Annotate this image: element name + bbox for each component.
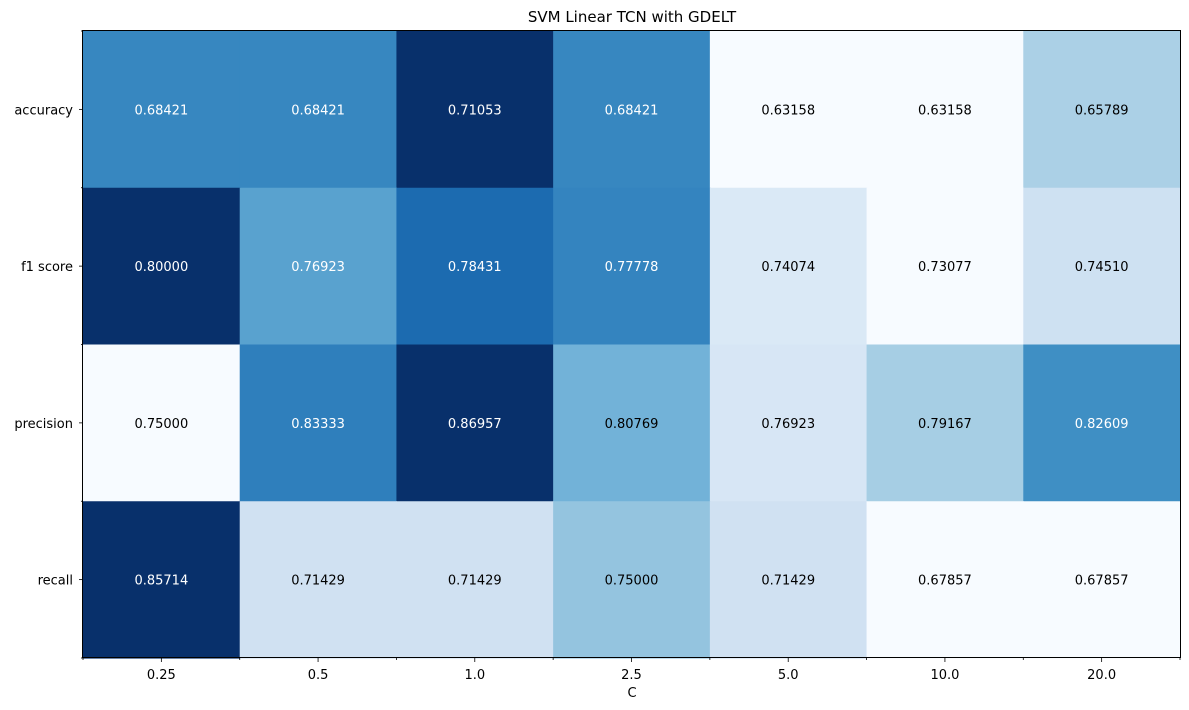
x-tick-label: 20.0 <box>1087 668 1116 683</box>
y-tick-label: f1 score <box>21 260 73 275</box>
heatmap-cell <box>709 31 868 189</box>
heatmap-cell <box>1023 501 1181 659</box>
cell-value-label: 0.67857 <box>1075 574 1129 589</box>
y-axis: accuracy f1 score precision recall <box>14 30 83 659</box>
chart-title: SVM Linear TCN with GDELT <box>528 8 737 26</box>
heatmap-cell <box>239 187 398 346</box>
heatmap-cell <box>866 187 1024 346</box>
heatmap-cell <box>83 31 241 189</box>
plot-frame <box>82 30 1181 658</box>
heatmap-cell <box>239 344 398 502</box>
heatmap-cell <box>239 501 398 659</box>
heatmap-cell <box>396 501 554 659</box>
cell-value-label: 0.85714 <box>134 574 188 589</box>
heatmap-cell <box>709 187 868 346</box>
cell-value-label: 0.65789 <box>1075 103 1129 118</box>
heatmap-cell <box>553 501 711 659</box>
cell-value-label: 0.76923 <box>291 260 345 275</box>
heatmap-cell <box>396 31 554 189</box>
heatmap-cell <box>1023 344 1181 502</box>
cell-value-label: 0.75000 <box>134 417 188 432</box>
heatmap-cell <box>866 501 1024 659</box>
cell-value-label: 0.71429 <box>448 574 502 589</box>
cell-value-label: 0.68421 <box>605 103 659 118</box>
x-tick-label: 1.0 <box>464 668 485 683</box>
cell-value-label: 0.80769 <box>605 417 659 432</box>
cell-value-label: 0.78431 <box>448 260 502 275</box>
heatmap-cell <box>553 344 711 502</box>
cell-value-label: 0.67857 <box>918 574 972 589</box>
cell-value-label: 0.63158 <box>761 103 815 118</box>
x-tick-label: 5.0 <box>778 668 799 683</box>
cell-value-label: 0.63158 <box>918 103 972 118</box>
cell-value-label: 0.71053 <box>448 103 502 118</box>
heatmap-cell <box>866 344 1024 502</box>
cell-value-label: 0.68421 <box>134 103 188 118</box>
heatmap-cell <box>396 344 554 502</box>
heatmap-cell <box>83 344 241 502</box>
cell-value-label: 0.76923 <box>761 417 815 432</box>
cell-value-label: 0.82609 <box>1075 417 1129 432</box>
cell-value-label: 0.73077 <box>918 260 972 275</box>
cell-value-label: 0.80000 <box>134 260 188 275</box>
x-axis: 0.25 0.5 1.0 2.5 5.0 10.0 20.0 <box>82 658 1181 683</box>
cell-value-label: 0.83333 <box>291 417 345 432</box>
cell-value-label: 0.74510 <box>1075 260 1129 275</box>
heatmap-cell <box>553 31 711 189</box>
heatmap-cell <box>239 31 398 189</box>
heatmap-cells <box>83 31 1181 659</box>
heatmap-cell <box>709 344 868 502</box>
heatmap-cell <box>1023 187 1181 346</box>
heatmap-cell <box>709 501 868 659</box>
heatmap-cell <box>1023 31 1181 189</box>
x-tick-label: 0.5 <box>308 668 329 683</box>
cell-value-label: 0.74074 <box>761 260 815 275</box>
x-tick-label: 2.5 <box>621 668 642 683</box>
heatmap-cell <box>83 187 241 346</box>
y-tick-label: precision <box>14 417 73 432</box>
heatmap-cell <box>83 501 241 659</box>
y-tick-label: recall <box>38 574 73 589</box>
cell-value-label: 0.77778 <box>605 260 659 275</box>
cell-value-label: 0.71429 <box>761 574 815 589</box>
cell-value-label: 0.71429 <box>291 574 345 589</box>
x-tick-label: 10.0 <box>930 668 959 683</box>
cell-value-labels: 0.68421 0.68421 0.71053 0.68421 0.63158 0.631… <box>134 103 1128 588</box>
cell-value-label: 0.86957 <box>448 417 502 432</box>
heatmap-cell <box>553 187 711 346</box>
cell-value-label: 0.68421 <box>291 103 345 118</box>
y-tick-label: accuracy <box>14 103 73 118</box>
cell-value-label: 0.79167 <box>918 417 972 432</box>
cell-value-label: 0.75000 <box>605 574 659 589</box>
heatmap-cell <box>396 187 554 346</box>
x-axis-label: C <box>627 686 636 701</box>
heatmap-cell <box>866 31 1024 189</box>
x-tick-label: 0.25 <box>147 668 176 683</box>
